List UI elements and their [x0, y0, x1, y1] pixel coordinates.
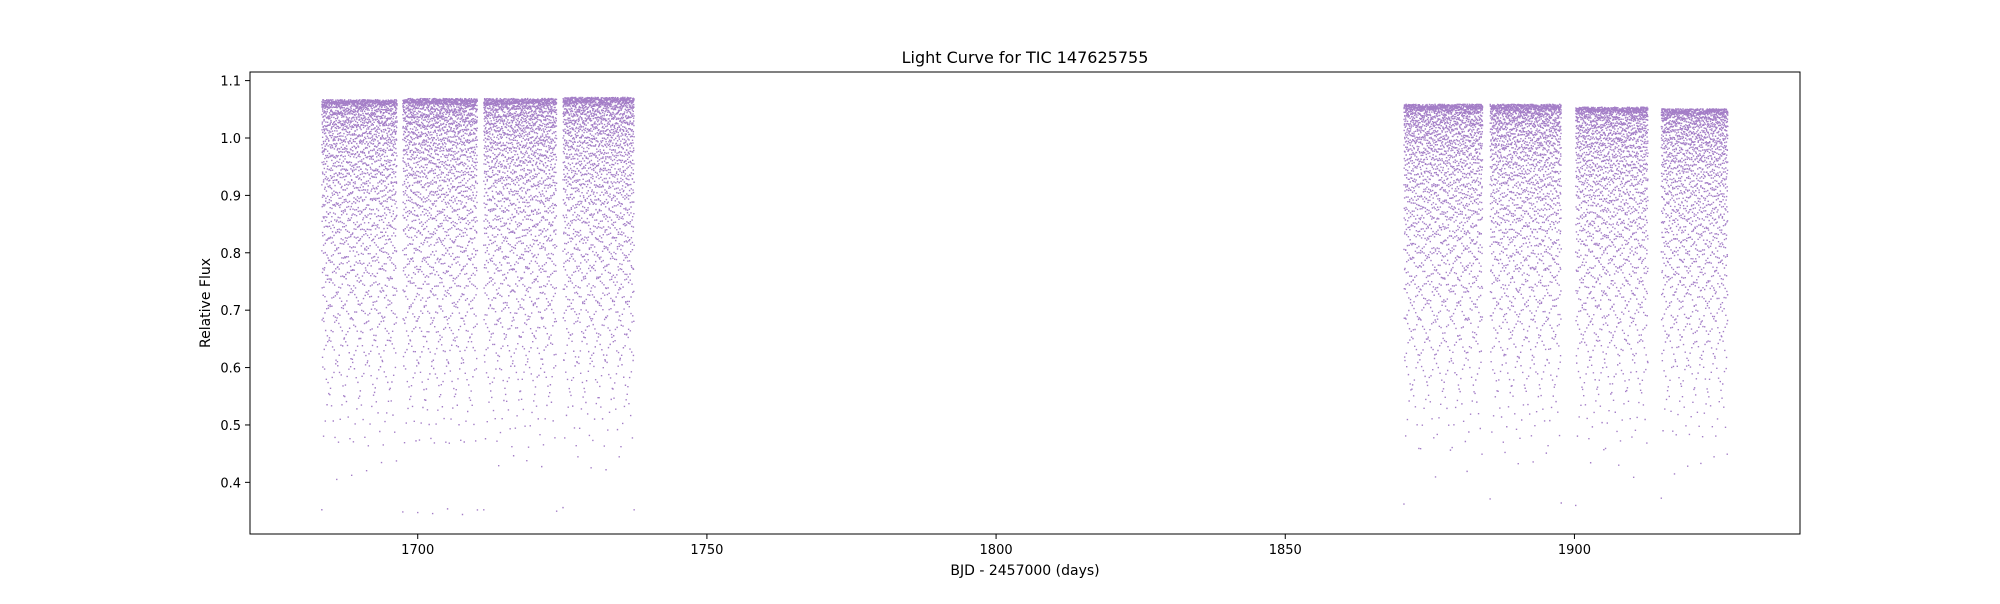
- y-tick-label: 0.9: [220, 189, 241, 204]
- light-curve-segment: [1575, 106, 1649, 507]
- flux-points: [483, 97, 558, 512]
- y-axis-label: Relative Flux: [198, 258, 214, 348]
- y-tick-label: 0.4: [220, 476, 241, 491]
- x-tick-label: 1850: [1269, 543, 1302, 558]
- light-curve-segment: [1489, 103, 1562, 504]
- x-tick-label: 1800: [980, 543, 1013, 558]
- x-axis-label: BJD - 2457000 (days): [950, 563, 1099, 579]
- light-curve-segment: [321, 98, 398, 511]
- y-tick-label: 0.5: [220, 419, 241, 434]
- y-tick-label: 1.1: [220, 75, 241, 90]
- y-axis-ticks: 0.4 0.5 0.6 0.7 0.8 0.9 1.0 1.1: [220, 75, 250, 491]
- y-tick-label: 0.8: [220, 247, 241, 262]
- x-tick-label: 1900: [1558, 543, 1591, 558]
- plot-frame: [249, 71, 1801, 535]
- y-tick-label: 0.7: [220, 304, 241, 319]
- light-curve-segment: [483, 97, 558, 512]
- data-points: [321, 96, 1729, 516]
- flux-points: [1403, 103, 1484, 505]
- y-tick-label: 1.0: [220, 132, 241, 147]
- x-tick-label: 1750: [690, 543, 723, 558]
- flux-points: [321, 98, 398, 511]
- x-axis-ticks: 1700 1750 1800 1850 1900: [401, 534, 1591, 558]
- chart-title: Light Curve for TIC 147625755: [902, 48, 1149, 67]
- light-curve-segment: [1660, 108, 1729, 499]
- flux-points: [1575, 106, 1649, 507]
- flux-points: [1660, 108, 1729, 499]
- flux-points: [1489, 103, 1562, 504]
- y-tick-label: 0.6: [220, 362, 241, 377]
- light-curve-segment: [1403, 103, 1484, 505]
- x-tick-label: 1700: [401, 543, 434, 558]
